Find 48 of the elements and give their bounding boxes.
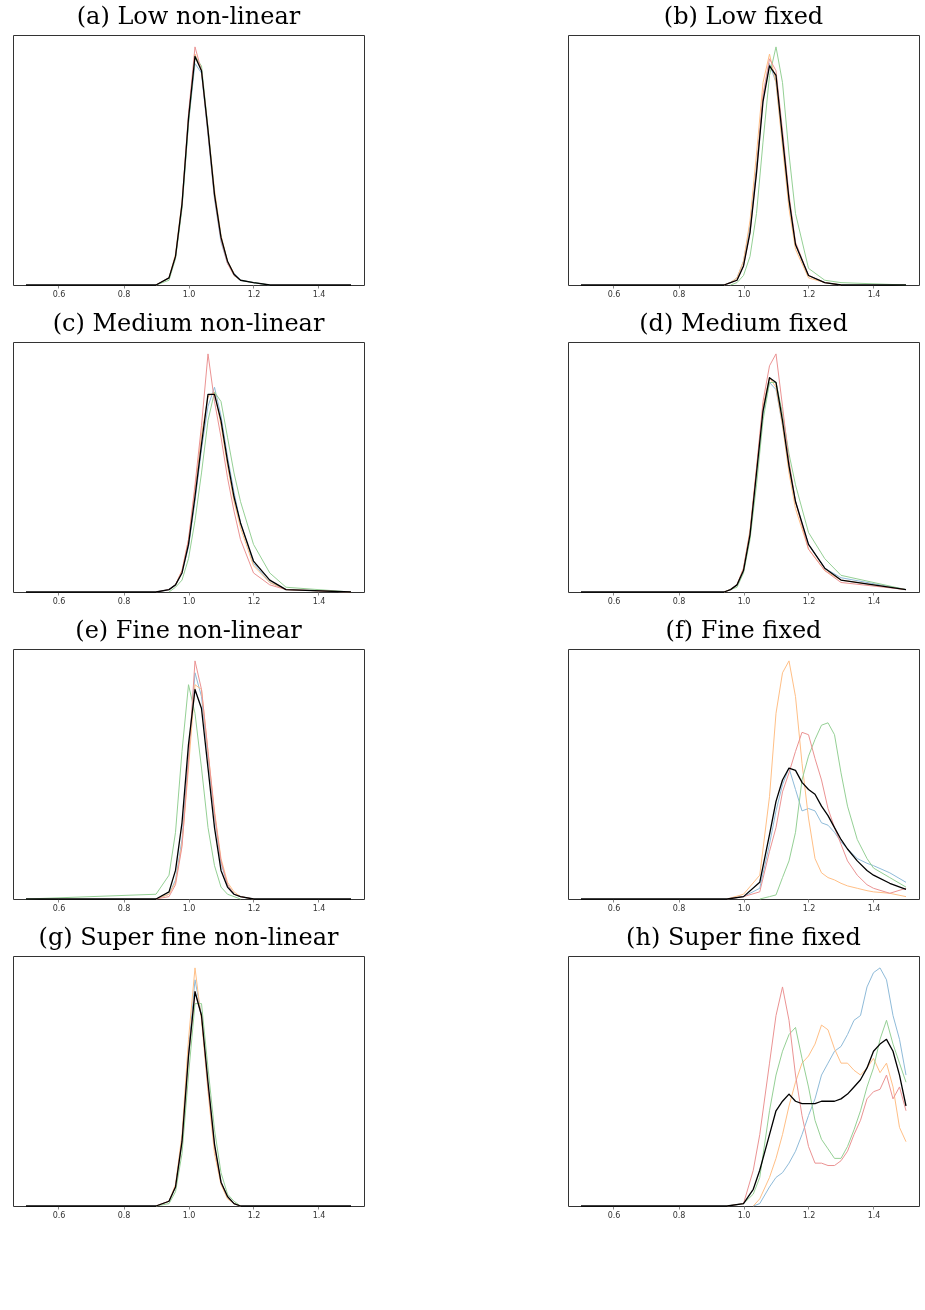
x-tick-label: 0.8 xyxy=(672,1210,686,1220)
x-tick-label: 0.6 xyxy=(607,289,621,299)
x-tick-label: 1.4 xyxy=(867,1210,881,1220)
x-tick-label: 0.6 xyxy=(52,596,66,606)
x-tick-label: 1.0 xyxy=(182,596,196,606)
x-tick-label: 0.8 xyxy=(672,903,686,913)
x-tick-label: 1.4 xyxy=(867,289,881,299)
x-tick-label: 1.0 xyxy=(737,1210,751,1220)
x-tick-label: 1.2 xyxy=(247,596,261,606)
chart-title: (h) Super fine fixed xyxy=(626,923,861,951)
x-tick-label: 0.8 xyxy=(117,1210,131,1220)
chart-title: (b) Low fixed xyxy=(663,2,824,30)
chart-title: (a) Low non-linear xyxy=(76,2,301,30)
chart-title: (g) Super fine non-linear xyxy=(38,923,339,951)
x-tick-label: 1.0 xyxy=(737,903,751,913)
chart-title: (e) Fine non-linear xyxy=(75,616,303,644)
x-tick-label: 0.6 xyxy=(607,1210,621,1220)
x-tick-label: 1.4 xyxy=(867,903,881,913)
x-tick-label: 1.0 xyxy=(737,289,751,299)
x-tick-label: 1.2 xyxy=(247,1210,261,1220)
x-tick-label: 1.0 xyxy=(182,1210,196,1220)
x-tick-label: 1.4 xyxy=(312,289,326,299)
x-tick-label: 1.2 xyxy=(802,1210,816,1220)
x-tick-label: 1.2 xyxy=(802,289,816,299)
x-tick-label: 1.2 xyxy=(247,903,261,913)
x-tick-label: 1.4 xyxy=(312,596,326,606)
x-tick-label: 0.8 xyxy=(672,596,686,606)
x-tick-label: 1.2 xyxy=(802,903,816,913)
x-tick-label: 1.4 xyxy=(867,596,881,606)
chart-title: (f) Fine fixed xyxy=(665,616,822,644)
x-tick-label: 1.4 xyxy=(312,903,326,913)
x-tick-label: 1.0 xyxy=(737,596,751,606)
x-tick-label: 0.6 xyxy=(607,903,621,913)
x-tick-label: 0.8 xyxy=(117,596,131,606)
x-tick-label: 0.6 xyxy=(52,1210,66,1220)
x-tick-label: 0.6 xyxy=(607,596,621,606)
x-tick-label: 0.6 xyxy=(52,903,66,913)
x-tick-label: 1.0 xyxy=(182,289,196,299)
x-tick-label: 0.8 xyxy=(117,903,131,913)
chart-title: (c) Medium non-linear xyxy=(52,309,325,337)
x-tick-label: 1.4 xyxy=(312,1210,326,1220)
chart-title: (d) Medium fixed xyxy=(639,309,848,337)
x-tick-label: 1.2 xyxy=(802,596,816,606)
x-tick-label: 0.8 xyxy=(672,289,686,299)
x-tick-label: 0.6 xyxy=(52,289,66,299)
x-tick-label: 1.0 xyxy=(182,903,196,913)
x-tick-label: 1.2 xyxy=(247,289,261,299)
x-tick-label: 0.8 xyxy=(117,289,131,299)
